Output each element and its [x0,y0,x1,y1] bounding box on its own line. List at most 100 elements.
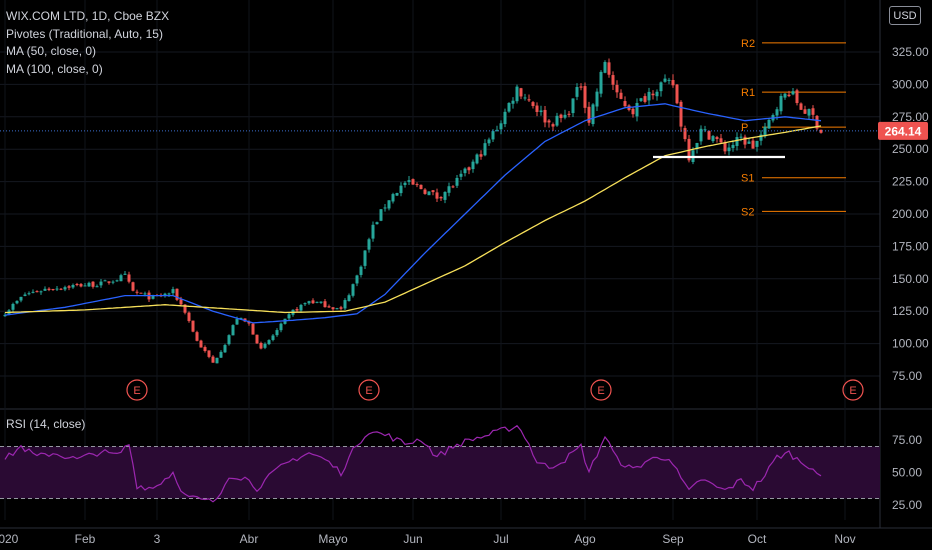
candle-body [151,295,155,299]
candle-body [327,306,331,308]
candle-body [275,330,279,336]
candle-body [567,113,571,115]
legend-symbol[interactable]: WIX.COM LTD, 1D, Cboe BZX [6,9,170,23]
candle-body [767,119,771,129]
candle-body [343,300,347,309]
candle-body [71,285,75,288]
candle-body [411,179,415,185]
candle-body [179,299,183,305]
candle-body [75,284,79,286]
earnings-marker[interactable] [590,379,612,401]
candle-body [79,284,83,287]
candle-body [27,293,31,295]
candle-body [335,308,339,310]
candle-body [763,126,767,137]
candle-body [483,143,487,156]
candle-body [199,340,203,348]
legend-rsi[interactable]: RSI (14, close) [6,417,86,431]
candle-body [99,281,103,286]
candle-body [711,136,715,142]
candle-body [499,123,503,130]
earnings-label: E [597,385,604,397]
candle-body [647,91,651,101]
earnings-marker[interactable] [358,379,380,401]
candle-body [183,304,187,313]
candle-body [675,84,679,104]
candle-body [575,87,579,97]
candle-body [271,335,275,340]
candle-body [667,79,671,81]
legend-ma100[interactable]: MA (100, close, 0) [6,61,103,76]
candle-body [507,102,511,112]
candle-body [723,142,727,152]
candle-body [315,301,319,303]
currency-button[interactable]: USD [889,6,921,25]
candle-body [91,281,95,287]
price-axis-tick: 250.00 [892,142,929,156]
candle-body [323,301,327,308]
candle-body [43,288,47,291]
time-axis-tick: Feb [75,532,96,546]
pivot-label: R2 [741,38,755,50]
candle-body [655,91,659,97]
candle-body [547,120,551,123]
candle-body [811,108,815,115]
candle-body [535,105,539,112]
candle-body [11,303,15,310]
candle-body [47,288,51,290]
candle-body [539,110,543,113]
candle-body [467,167,471,171]
candle-body [511,100,515,104]
candle-body [519,88,523,97]
candle-body [775,109,779,116]
candle-body [107,281,111,283]
earnings-marker[interactable] [126,379,148,401]
earnings-marker[interactable] [842,379,864,401]
candle-body [55,288,59,290]
candle-body [611,75,615,85]
time-axis-tick: Nov [834,532,855,546]
candle-body [355,275,359,284]
candle-body [495,129,499,131]
candle-body [387,200,391,209]
candle-body [143,293,147,295]
pivot-label: S2 [741,206,754,218]
legend-pivots[interactable]: Pivotes (Traditional, Auto, 15) [6,26,163,41]
candle-body [247,321,251,324]
legend-ma50[interactable]: MA (50, close, 0) [6,44,97,58]
price-axis-tick: 175.00 [892,239,929,253]
candle-body [463,168,467,174]
candle-body [435,192,439,199]
candle-body [371,224,375,239]
candle-body [339,307,343,309]
price-axis-tick: 325.00 [892,45,929,59]
candle-body [67,286,71,288]
earnings-label: E [365,385,372,397]
candle-body [735,137,739,146]
price-axis-tick: 200.00 [892,207,929,221]
candle-body [227,335,231,345]
candle-body [703,129,707,131]
candle-body [731,144,735,149]
candle-body [679,101,683,127]
candle-body [187,312,191,322]
candle-body [395,192,399,196]
candle-body [375,222,379,225]
candle-body [351,284,355,296]
candle-body [607,62,611,75]
candle-body [127,274,131,282]
rsi-axis-tick: 75.00 [892,433,922,447]
earnings-label: E [133,385,140,397]
price-axis-tick: 125.00 [892,304,929,318]
price-axis-tick: 150.00 [892,272,929,286]
candle-body [95,286,99,288]
chart-legend: WIX.COM LTD, 1D, Cboe BZX Pivotes (Tradi… [6,8,169,78]
candle-body [203,347,207,352]
time-axis-tick: Sep [662,532,684,546]
candle-body [135,291,139,293]
candle-body [755,140,759,147]
candle-body [19,296,23,301]
candle-body [259,342,263,349]
candle-body [331,307,335,310]
candle-body [471,161,475,170]
